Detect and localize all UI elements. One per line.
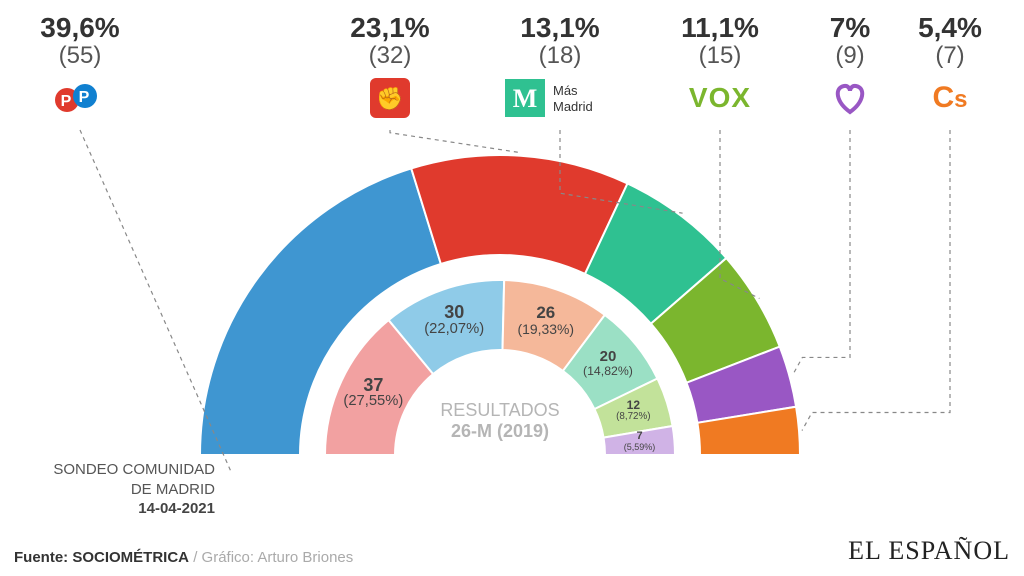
party-pct-mm: 13,1% — [500, 12, 620, 44]
chart-area: 39,6% (55) PP 23,1% (32) ✊ 13,1% (18) MM… — [0, 0, 1024, 576]
svg-text:Madrid: Madrid — [553, 99, 593, 114]
leader-psoe — [390, 130, 521, 153]
party-header-pp: 39,6% (55) PP — [20, 12, 140, 118]
inner-label-psoe_i: 30(22,07%) — [424, 303, 484, 337]
source-label: Fuente: — [14, 549, 68, 566]
graphic-value: Arturo Briones — [257, 549, 353, 566]
source-value: SOCIOMÉTRICA — [72, 549, 189, 566]
svg-text:M: M — [513, 84, 538, 113]
inner-label-mm_i: 20(14,82%) — [578, 349, 638, 378]
party-seats-psoe: (32) — [330, 42, 450, 70]
inner-label-vox_i: 12(8,72%) — [603, 399, 663, 422]
svg-text:P: P — [61, 93, 72, 110]
svg-text:✊: ✊ — [376, 86, 403, 112]
party-header-mm: 13,1% (18) M MásMadrid — [500, 12, 620, 118]
party-pct-pp: 39,6% — [20, 12, 140, 44]
inner-label-pp_i: 37(27,55%) — [343, 376, 403, 410]
party-pct-vox: 11,1% — [660, 12, 780, 44]
party-seats-vox: (15) — [660, 42, 780, 70]
party-pct-psoe: 23,1% — [330, 12, 450, 44]
party-seats-mm: (18) — [500, 42, 620, 70]
survey-l2: DE MADRID — [20, 480, 215, 500]
svg-text:Más: Más — [553, 83, 578, 98]
footer-source: Fuente: SOCIOMÉTRICA / Gráfico: Arturo B… — [14, 549, 353, 566]
party-seats-pp: (55) — [20, 42, 140, 70]
brand-logo: EL ESPAÑOL — [848, 536, 1010, 566]
party-header-cs: 5,4% (7) Cs — [890, 12, 1010, 118]
survey-label: SONDEO COMUNIDAD DE MADRID 14-04-2021 — [20, 460, 215, 519]
inner-caption-l1: RESULTADOS — [400, 400, 600, 421]
party-seats-cs: (7) — [890, 42, 1010, 70]
inner-label-up_i: 7(5,59%) — [610, 431, 670, 452]
party-header-vox: 11,1% (15) VOX — [660, 12, 780, 118]
party-logo-vox: VOX — [660, 78, 780, 118]
survey-l1: SONDEO COMUNIDAD — [20, 460, 215, 480]
leader-cs — [802, 130, 950, 431]
party-header-psoe: 23,1% (32) ✊ — [330, 12, 450, 118]
party-logo-pp: PP — [20, 78, 140, 118]
inner-caption-l2: 26-M (2019) — [400, 421, 600, 442]
party-pct-cs: 5,4% — [890, 12, 1010, 44]
svg-text:P: P — [79, 89, 90, 106]
inner-caption: RESULTADOS 26-M (2019) — [400, 400, 600, 442]
graphic-label: Gráfico: — [202, 549, 255, 566]
party-logo-psoe: ✊ — [330, 78, 450, 118]
inner-label-cs_i: 26(19,33%) — [516, 304, 576, 336]
party-logo-mm: M MásMadrid — [500, 78, 620, 118]
party-logo-cs: Cs — [890, 78, 1010, 118]
footer: Fuente: SOCIOMÉTRICA / Gráfico: Arturo B… — [14, 536, 1010, 566]
survey-date: 14-04-2021 — [20, 499, 215, 519]
leader-up — [792, 130, 850, 375]
